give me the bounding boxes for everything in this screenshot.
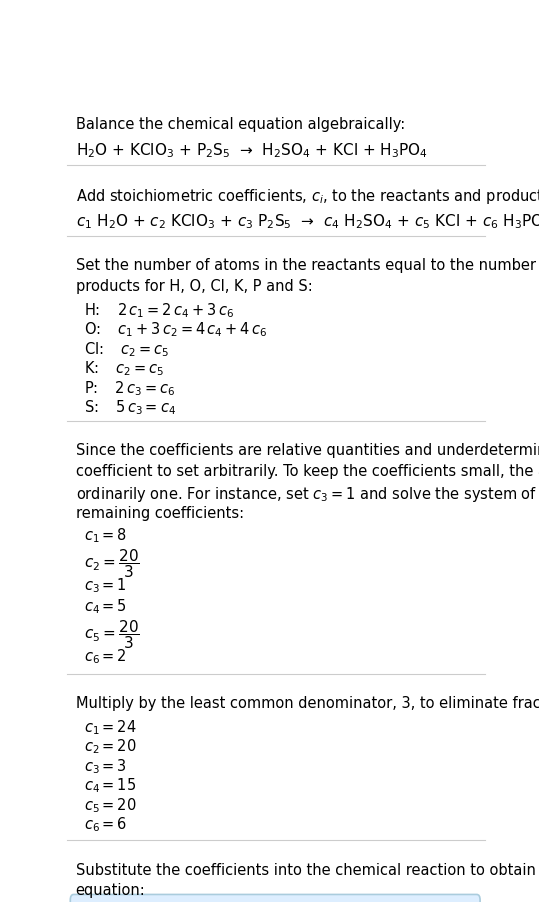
Text: H: $\;\;$ $2\,c_1 = 2\,c_4 + 3\,c_6$: H: $\;\;$ $2\,c_1 = 2\,c_4 + 3\,c_6$ <box>84 301 234 320</box>
Text: equation:: equation: <box>75 883 146 898</box>
FancyBboxPatch shape <box>70 895 480 902</box>
Text: $c_4 = 15$: $c_4 = 15$ <box>84 777 136 795</box>
Text: $c_2 = \dfrac{20}{3}$: $c_2 = \dfrac{20}{3}$ <box>84 548 140 580</box>
Text: $c_5 = \dfrac{20}{3}$: $c_5 = \dfrac{20}{3}$ <box>84 618 140 651</box>
Text: ordinarily one. For instance, set $c_3 = 1$ and solve the system of equations fo: ordinarily one. For instance, set $c_3 =… <box>75 484 539 503</box>
Text: Since the coefficients are relative quantities and underdetermined, choose a: Since the coefficients are relative quan… <box>75 443 539 458</box>
Text: $c_3 = 1$: $c_3 = 1$ <box>84 576 127 595</box>
Text: Balance the chemical equation algebraically:: Balance the chemical equation algebraica… <box>75 116 405 132</box>
Text: Cl: $\;\;$ $c_2 = c_5$: Cl: $\;\;$ $c_2 = c_5$ <box>84 340 169 359</box>
Text: Substitute the coefficients into the chemical reaction to obtain the balanced: Substitute the coefficients into the che… <box>75 862 539 878</box>
Text: $c_4 = 5$: $c_4 = 5$ <box>84 597 127 616</box>
Text: P: $\;\;$ $2\,c_3 = c_6$: P: $\;\;$ $2\,c_3 = c_6$ <box>84 379 176 398</box>
Text: $c_2 = 20$: $c_2 = 20$ <box>84 738 137 756</box>
Text: Set the number of atoms in the reactants equal to the number of atoms in the: Set the number of atoms in the reactants… <box>75 258 539 273</box>
Text: $c_1 = 8$: $c_1 = 8$ <box>84 527 127 545</box>
Text: Add stoichiometric coefficients, $c_i$, to the reactants and products:: Add stoichiometric coefficients, $c_i$, … <box>75 188 539 207</box>
Text: $c_1$ H$_2$O + $c_2$ KClO$_3$ + $c_3$ P$_2$S$_5$  →  $c_4$ H$_2$SO$_4$ + $c_5$ K: $c_1$ H$_2$O + $c_2$ KClO$_3$ + $c_3$ P$… <box>75 213 539 231</box>
Text: $c_5 = 20$: $c_5 = 20$ <box>84 796 137 815</box>
Text: H$_2$O + KClO$_3$ + P$_2$S$_5$  →  H$_2$SO$_4$ + KCl + H$_3$PO$_4$: H$_2$O + KClO$_3$ + P$_2$S$_5$ → H$_2$SO… <box>75 142 428 161</box>
Text: O: $\;\;$ $c_1 + 3\,c_2 = 4\,c_4 + 4\,c_6$: O: $\;\;$ $c_1 + 3\,c_2 = 4\,c_4 + 4\,c_… <box>84 321 267 339</box>
Text: products for H, O, Cl, K, P and S:: products for H, O, Cl, K, P and S: <box>75 279 313 294</box>
Text: $c_3 = 3$: $c_3 = 3$ <box>84 757 127 776</box>
Text: $c_1 = 24$: $c_1 = 24$ <box>84 718 137 737</box>
Text: coefficient to set arbitrarily. To keep the coefficients small, the arbitrary va: coefficient to set arbitrarily. To keep … <box>75 464 539 479</box>
Text: S: $\;\;$ $5\,c_3 = c_4$: S: $\;\;$ $5\,c_3 = c_4$ <box>84 399 176 418</box>
Text: remaining coefficients:: remaining coefficients: <box>75 505 244 520</box>
Text: $c_6 = 2$: $c_6 = 2$ <box>84 648 127 666</box>
Text: K: $\;\;$ $c_2 = c_5$: K: $\;\;$ $c_2 = c_5$ <box>84 360 164 378</box>
Text: Multiply by the least common denominator, 3, to eliminate fractional coefficient: Multiply by the least common denominator… <box>75 695 539 711</box>
Text: $c_6 = 6$: $c_6 = 6$ <box>84 815 127 834</box>
